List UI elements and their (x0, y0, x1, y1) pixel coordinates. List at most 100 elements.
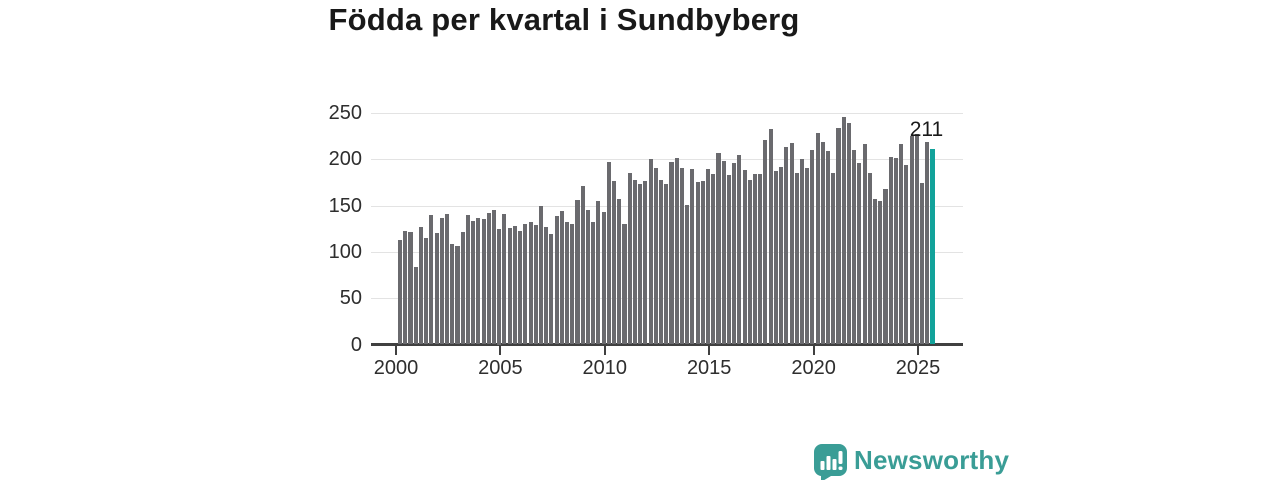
bar (523, 224, 528, 345)
y-axis-label: 50 (339, 287, 362, 310)
bar (497, 228, 502, 345)
bar (408, 231, 413, 345)
bar (784, 147, 789, 345)
bar (831, 173, 836, 345)
bar (920, 183, 925, 345)
bar (450, 244, 455, 345)
bar (643, 180, 648, 345)
bar (852, 150, 857, 345)
x-axis-tick (499, 346, 502, 355)
bar (591, 222, 596, 345)
bar (486, 213, 491, 345)
bar (789, 142, 794, 345)
bar (455, 246, 460, 345)
x-axis-label: 2000 (373, 357, 419, 379)
bar (705, 168, 711, 345)
bar (622, 224, 627, 345)
bar (904, 164, 909, 345)
bar (544, 226, 549, 345)
bar (846, 123, 851, 345)
bar (674, 158, 679, 345)
bar (820, 141, 825, 345)
bar (518, 230, 523, 345)
bar (836, 127, 841, 345)
bar (403, 230, 408, 345)
grid-line (371, 113, 963, 114)
bar (695, 182, 700, 345)
bar (883, 188, 888, 345)
bar (659, 179, 664, 345)
bar (554, 215, 559, 345)
bar (888, 156, 893, 345)
grid-line (371, 159, 963, 161)
bar (685, 204, 690, 345)
bar (747, 179, 752, 345)
bar (815, 133, 820, 345)
bar (528, 222, 533, 345)
bar (502, 213, 507, 345)
x-axis-line (371, 343, 963, 346)
x-axis-tick (812, 346, 815, 355)
bar (909, 136, 914, 345)
bar (471, 221, 476, 345)
bar (841, 116, 846, 345)
highlight-value-annotation: 211 (909, 118, 944, 142)
bar (810, 150, 815, 345)
bar (601, 212, 606, 345)
bar (805, 167, 810, 345)
bar (434, 233, 439, 345)
bar (507, 227, 512, 345)
bar (779, 166, 784, 345)
bar (398, 239, 403, 345)
x-axis-label: 2005 (478, 357, 523, 379)
bar (617, 199, 622, 345)
bar (418, 226, 423, 345)
bar (533, 225, 538, 345)
bar (826, 150, 831, 345)
newsworthy-logo: Newsworthy (813, 444, 1009, 480)
bar (664, 184, 669, 345)
bar (799, 159, 805, 345)
x-axis-label: 2025 (895, 357, 941, 379)
bar (763, 139, 768, 345)
bar (491, 210, 497, 345)
bar (679, 167, 684, 345)
bar (606, 162, 611, 345)
bar (444, 213, 450, 345)
highlight-bar (930, 149, 936, 345)
bar (627, 173, 632, 345)
bar (752, 174, 758, 345)
bar (638, 184, 643, 345)
bar (439, 217, 444, 345)
x-axis-tick (708, 346, 711, 355)
bar (460, 231, 465, 345)
bar (893, 158, 898, 345)
y-axis-label: 250 (328, 102, 362, 124)
bar (899, 144, 904, 345)
bar (716, 152, 721, 345)
bar (700, 180, 705, 345)
x-axis-label: 2020 (791, 357, 836, 379)
bar (925, 141, 930, 345)
bar (429, 214, 434, 345)
bar (862, 144, 867, 345)
bar (476, 217, 481, 345)
bar (721, 161, 726, 345)
bar (794, 173, 799, 345)
bar (565, 222, 570, 345)
bar (549, 234, 554, 345)
newsworthy-speech-bubble-chart-icon (813, 444, 847, 480)
bar (878, 200, 883, 345)
bar (575, 200, 580, 345)
y-axis-label: 100 (328, 240, 362, 263)
x-axis-label: 2015 (686, 357, 732, 379)
bar (413, 266, 418, 345)
y-axis-label: 200 (328, 148, 362, 171)
bar (570, 224, 575, 345)
bar (711, 174, 716, 345)
bar (559, 211, 564, 345)
bar (857, 163, 862, 345)
bar (512, 225, 517, 345)
bar (867, 173, 872, 345)
